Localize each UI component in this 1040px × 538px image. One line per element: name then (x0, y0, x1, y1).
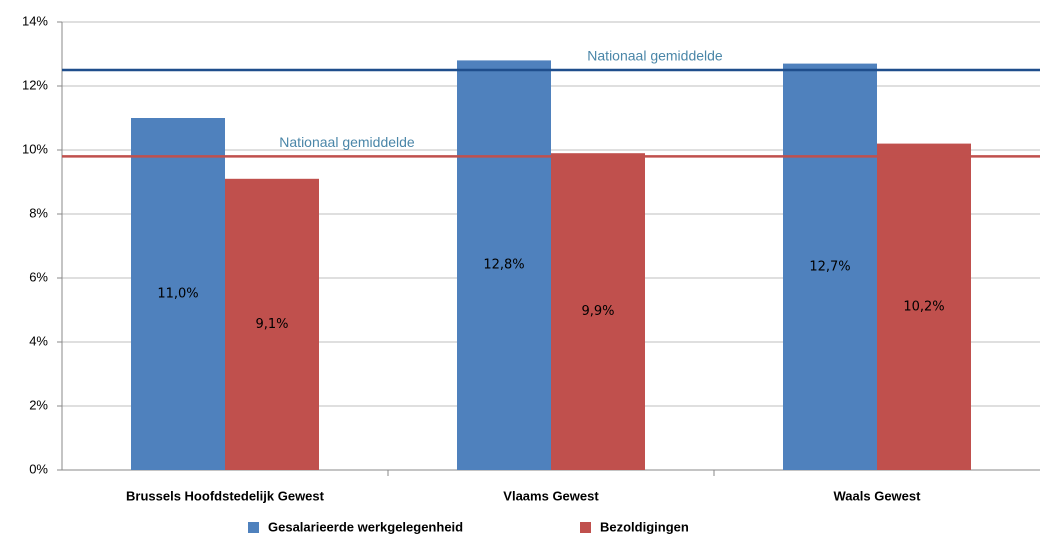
x-tick-label: Waals Gewest (834, 488, 922, 503)
y-tick-label: 14% (22, 13, 48, 28)
legend-label: Gesalarieerde werkgelegenheid (268, 519, 463, 534)
bar (225, 178, 319, 471)
data-label: 12,8% (483, 258, 524, 273)
bar (783, 63, 877, 470)
data-label: 12,7% (809, 259, 850, 274)
y-tick-label: 10% (22, 141, 48, 156)
y-tick-label: 4% (29, 333, 48, 348)
bar (877, 143, 971, 470)
data-label: 9,9% (581, 304, 614, 319)
bar (131, 118, 225, 470)
x-tick-label: Brussels Hoofdstedelijk Gewest (126, 488, 325, 503)
data-label: 9,1% (255, 317, 288, 332)
y-tick-label: 12% (22, 77, 48, 92)
y-tick-label: 6% (29, 269, 48, 284)
data-label: 10,2% (903, 299, 944, 314)
bar (551, 153, 645, 470)
annotation: Nationaal gemiddelde (279, 134, 415, 150)
y-tick-label: 8% (29, 205, 48, 220)
data-label: 11,0% (157, 287, 198, 302)
y-tick-label: 0% (29, 461, 48, 476)
bar (457, 60, 551, 471)
legend-swatch (248, 522, 259, 533)
x-tick-label: Vlaams Gewest (503, 488, 599, 503)
legend-label: Bezoldigingen (600, 519, 689, 534)
legend-swatch (580, 522, 591, 533)
annotation: Nationaal gemiddelde (587, 48, 723, 64)
y-tick-label: 2% (29, 397, 48, 412)
